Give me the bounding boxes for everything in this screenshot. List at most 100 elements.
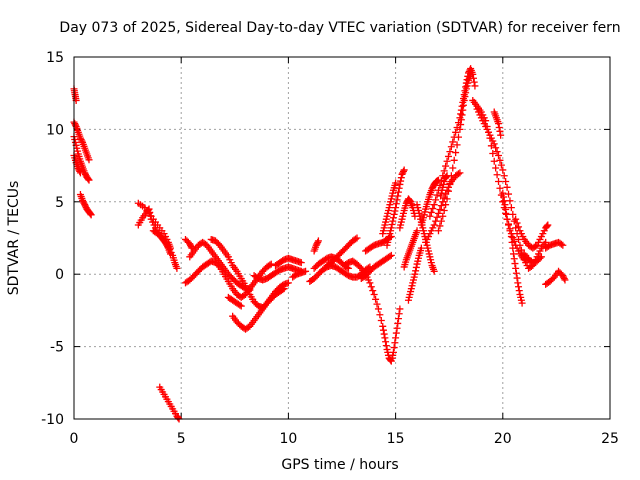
- x-axis-label: GPS time / hours: [281, 457, 398, 473]
- data-point: [515, 223, 523, 231]
- data-point: [434, 227, 442, 235]
- data-point: [461, 93, 469, 101]
- series-arc21: [310, 237, 322, 255]
- data-point: [457, 121, 465, 129]
- data-point: [516, 241, 524, 249]
- series-arc43: [542, 238, 567, 252]
- data-point: [509, 234, 517, 242]
- data-point: [397, 174, 405, 182]
- data-point: [512, 269, 520, 277]
- data-point: [449, 164, 457, 172]
- data-point: [432, 196, 440, 204]
- data-point: [187, 243, 195, 251]
- data-point: [374, 305, 382, 313]
- data-point: [440, 206, 448, 214]
- data-point: [379, 322, 387, 330]
- data-point: [236, 301, 244, 309]
- x-tick-label: 10: [279, 431, 297, 447]
- data-point: [370, 290, 378, 298]
- data-point: [496, 184, 504, 192]
- series-arc38: [473, 105, 550, 272]
- data-point: [440, 167, 448, 175]
- data-point: [510, 255, 518, 263]
- data-point: [237, 302, 245, 310]
- data-point: [392, 179, 400, 187]
- data-point: [372, 295, 380, 303]
- data-point: [392, 204, 400, 212]
- data-point: [369, 287, 377, 295]
- data-point: [442, 162, 450, 170]
- data-point: [427, 208, 435, 216]
- data-point: [452, 128, 460, 136]
- y-tick-label: 0: [55, 267, 64, 283]
- data-point: [387, 251, 395, 259]
- data-point: [388, 220, 396, 228]
- grid: [74, 57, 610, 419]
- y-tick-label: 15: [46, 50, 64, 66]
- data-point: [391, 339, 399, 347]
- data-point: [446, 179, 454, 187]
- data-point: [458, 102, 466, 110]
- y-axis-label: SDTVAR / TECUs: [6, 181, 22, 296]
- data-point: [457, 116, 465, 124]
- data-point: [512, 264, 520, 272]
- data-point: [373, 300, 381, 308]
- data-point: [495, 120, 503, 128]
- data-point: [515, 287, 523, 295]
- data-point: [518, 299, 526, 307]
- data-point: [492, 144, 500, 152]
- series-arc8: [149, 227, 174, 258]
- data-point: [510, 250, 518, 258]
- data-point: [470, 78, 478, 86]
- data-point: [543, 222, 551, 230]
- data-point: [442, 173, 450, 181]
- x-tick-label: 15: [387, 431, 405, 447]
- data-point: [515, 283, 523, 291]
- data-point: [430, 201, 438, 209]
- data-point: [499, 166, 507, 174]
- data-point: [449, 138, 457, 146]
- data-point: [513, 219, 521, 227]
- data-point: [297, 259, 305, 267]
- series-arc14: [229, 285, 288, 333]
- data-point: [430, 221, 438, 229]
- data-point: [444, 187, 452, 195]
- data-point: [76, 169, 84, 177]
- data-point: [188, 244, 196, 252]
- data-point: [500, 172, 508, 180]
- data-point: [444, 152, 452, 160]
- data-point: [560, 275, 568, 283]
- series-arc1: [70, 85, 80, 104]
- data-point: [279, 286, 287, 294]
- data-point: [71, 121, 79, 129]
- data-point: [391, 207, 399, 215]
- data-point: [532, 242, 540, 250]
- data-point: [174, 414, 182, 422]
- data-point: [497, 161, 505, 169]
- series-arc18: [289, 267, 310, 281]
- data-point: [509, 210, 517, 218]
- data-point: [164, 243, 172, 251]
- series-arc36: [437, 172, 451, 200]
- x-tick-label: 5: [177, 431, 186, 447]
- data-point: [394, 188, 402, 196]
- series-arc30: [404, 244, 425, 304]
- data-point: [456, 169, 464, 177]
- data-point: [443, 195, 451, 203]
- data-point: [390, 210, 398, 218]
- data-point: [456, 125, 464, 133]
- series-arc33: [422, 169, 464, 246]
- series-arc34: [426, 65, 479, 220]
- series-arc41: [512, 215, 552, 252]
- series-arc26: [383, 166, 408, 249]
- data-point: [280, 285, 288, 293]
- data-point: [499, 189, 507, 197]
- data-point: [509, 244, 517, 252]
- series-arc15: [224, 293, 245, 310]
- data-point: [490, 157, 498, 165]
- data-point: [413, 227, 421, 235]
- data-point: [366, 279, 374, 287]
- data-point: [493, 148, 501, 156]
- data-point: [376, 311, 384, 319]
